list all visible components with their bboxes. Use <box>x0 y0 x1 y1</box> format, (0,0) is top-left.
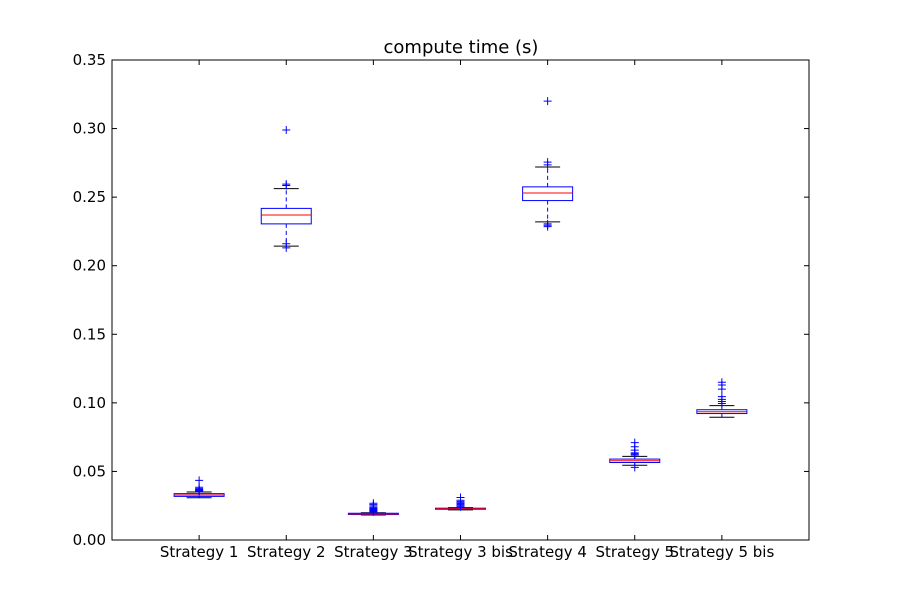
outlier-point <box>717 378 726 387</box>
outlier-point <box>543 158 552 167</box>
chart-title: compute time (s) <box>384 37 539 58</box>
outlier-point <box>717 392 726 401</box>
plot-area <box>173 97 748 516</box>
outlier-point <box>195 483 204 492</box>
plot-frame <box>111 59 810 541</box>
y-tick-label: 0.30 <box>73 120 106 138</box>
outlier-point <box>282 125 291 134</box>
outlier-point <box>630 463 639 472</box>
box-group <box>347 499 399 516</box>
x-tick-label: Strategy 5 <box>595 543 674 561</box>
x-tick-label: Strategy 3 bis <box>408 543 513 561</box>
x-tick-label: Strategy 3 <box>334 543 413 561</box>
y-tick-label: 0.05 <box>73 462 106 480</box>
outlier-point <box>282 180 291 189</box>
box-group <box>696 378 748 418</box>
box-group <box>435 493 486 511</box>
y-tick-label: 0.35 <box>73 51 106 69</box>
box-group <box>609 438 661 472</box>
x-tick-label: Strategy 1 <box>160 543 239 561</box>
y-tick-label: 0.25 <box>73 188 106 206</box>
x-tick-label: Strategy 5 bis <box>669 543 774 561</box>
outlier-point <box>195 476 204 485</box>
x-tick-label: Strategy 4 <box>508 543 587 561</box>
axes: 0.00 0.05 0.10 0.15 0.20 0.25 0.30 0.35 Strategy… <box>73 51 809 561</box>
box <box>522 186 574 202</box>
outlier-point <box>543 219 552 228</box>
outlier-point <box>456 493 465 502</box>
outlier-point <box>282 239 291 248</box>
outlier-point <box>369 499 378 508</box>
y-tick-label: 0.10 <box>73 394 106 412</box>
outlier-point <box>630 438 639 447</box>
box-group <box>260 125 312 252</box>
y-tick-label: 0.00 <box>73 531 106 549</box>
outlier-point <box>543 97 552 106</box>
box-group <box>173 476 225 499</box>
x-tick-label: Strategy 2 <box>247 543 326 561</box>
y-tick-label: 0.15 <box>73 325 106 343</box>
y-tick-label: 0.20 <box>73 257 106 275</box>
box <box>260 207 312 225</box>
box-group <box>522 97 574 231</box>
